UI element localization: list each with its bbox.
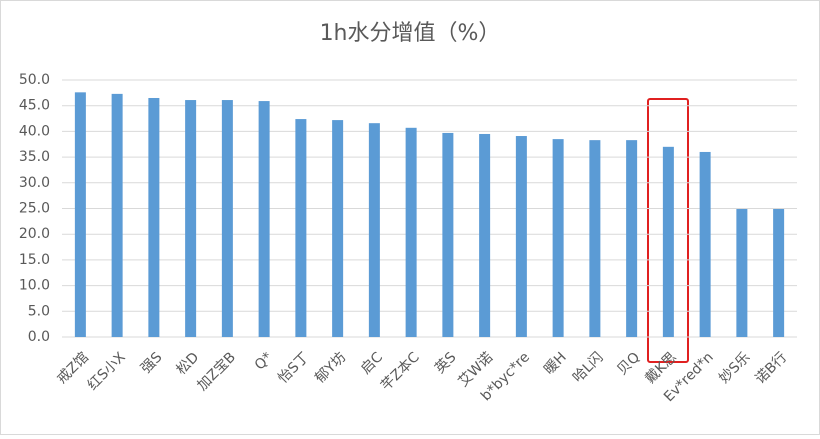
bar [552, 139, 564, 337]
bar [736, 209, 748, 337]
y-tick-label: 0.0 [28, 329, 50, 345]
bar [221, 100, 233, 338]
bar [589, 140, 601, 337]
bar [479, 133, 491, 337]
chart-title: 1h水分增值（%） [320, 21, 501, 46]
bar [368, 123, 380, 338]
bar [773, 209, 785, 337]
bar [626, 140, 638, 337]
bar [185, 100, 197, 338]
bar [295, 119, 307, 338]
y-tick-label: 5.0 [28, 303, 50, 319]
y-tick-label: 30.0 [19, 175, 50, 191]
highlight-box [647, 98, 689, 363]
bar [699, 151, 711, 337]
y-tick-label: 50.0 [19, 72, 50, 88]
bar [662, 146, 674, 337]
y-tick-label: 20.0 [19, 226, 50, 242]
bar [515, 136, 527, 337]
bar [74, 92, 86, 337]
y-tick-label: 15.0 [19, 252, 50, 268]
y-tick-label: 45.0 [19, 98, 50, 114]
bar [405, 127, 417, 337]
y-tick-label: 35.0 [19, 149, 50, 165]
bar [148, 97, 160, 338]
y-tick-label: 40.0 [19, 123, 50, 139]
bar [111, 93, 123, 338]
bar [332, 120, 344, 337]
bar [258, 101, 270, 337]
bar [442, 132, 454, 337]
y-tick-label: 25.0 [19, 201, 50, 217]
y-tick-label: 10.0 [19, 278, 50, 294]
